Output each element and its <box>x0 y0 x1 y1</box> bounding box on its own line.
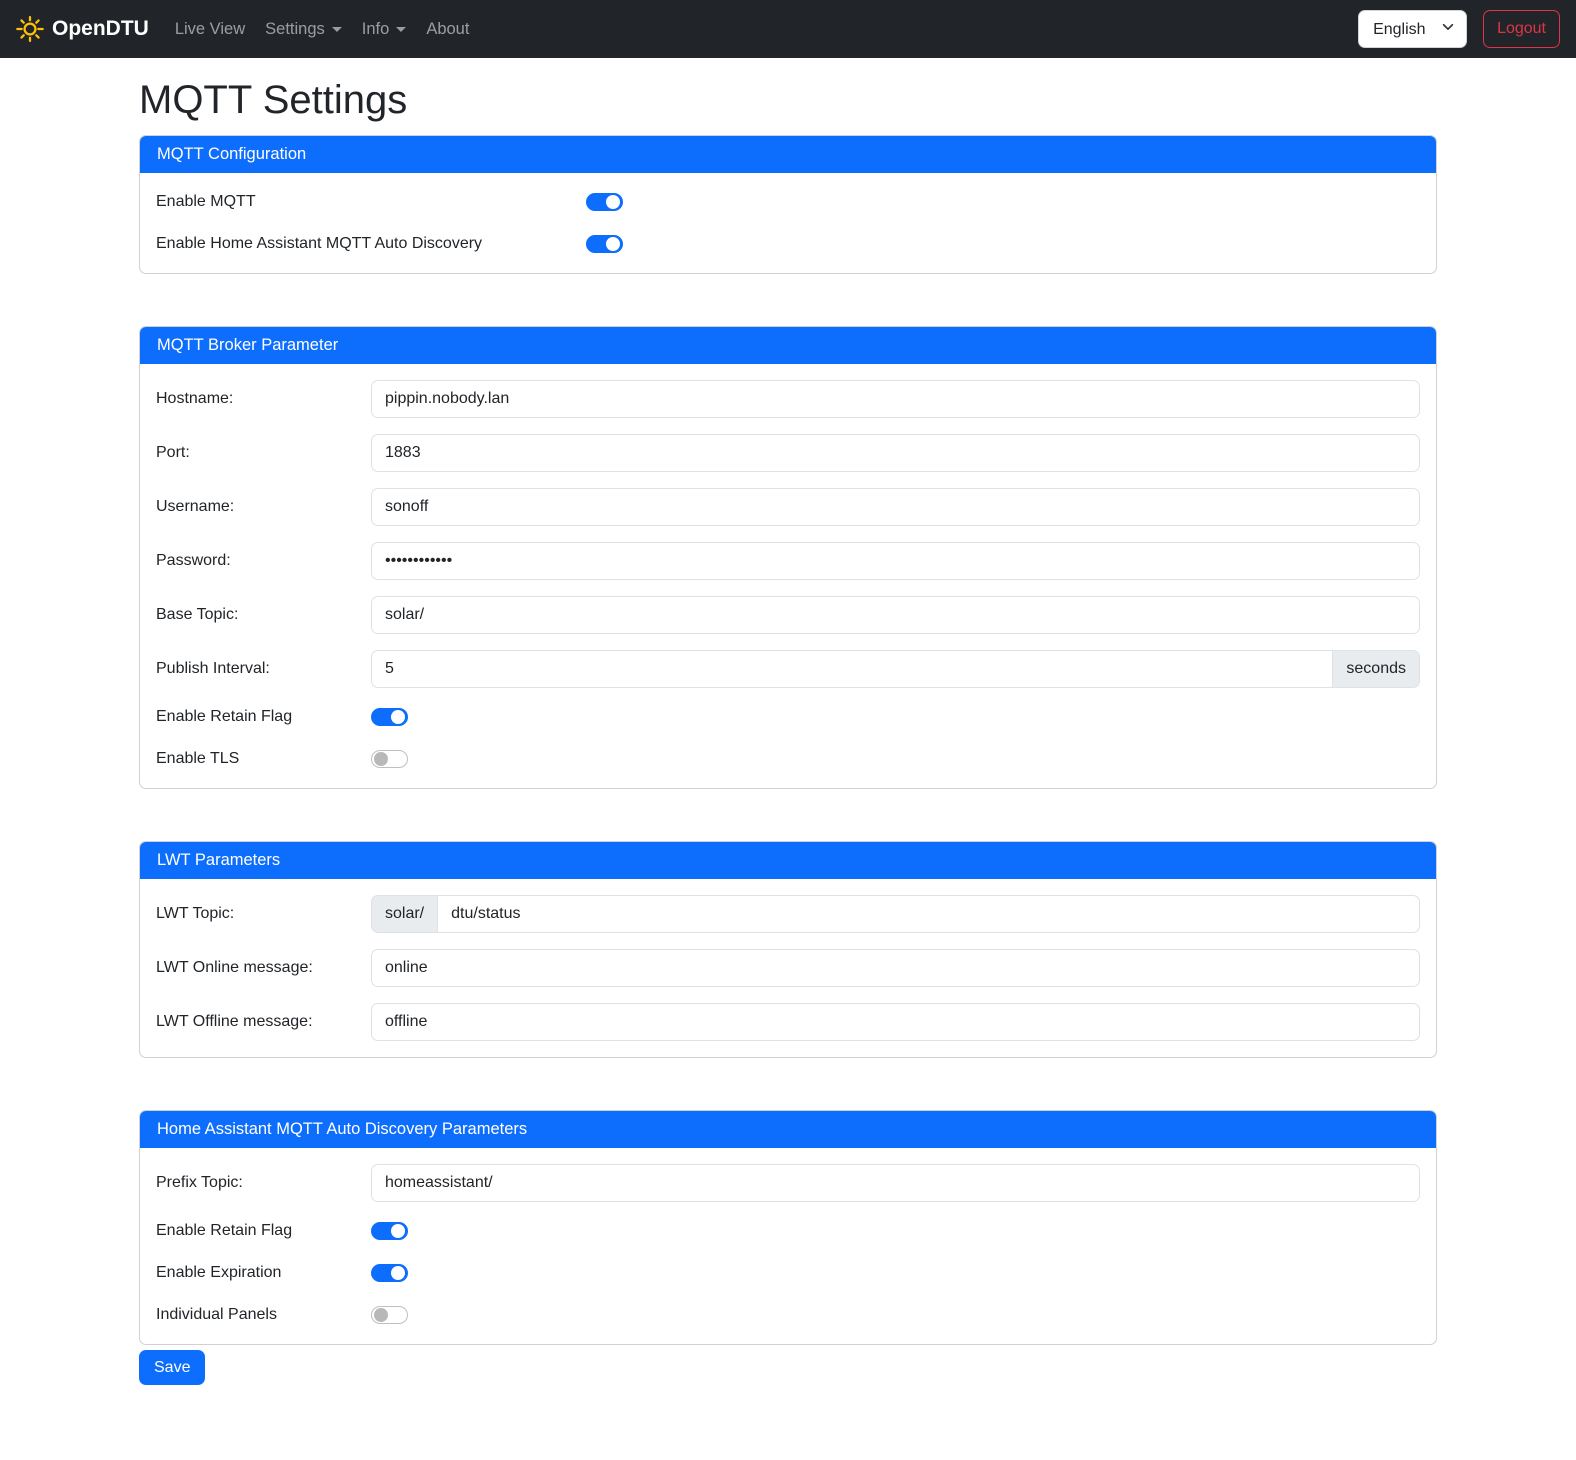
form-row-enable-hass-discovery: Enable Home Assistant MQTT Auto Discover… <box>156 231 1420 257</box>
lwt-online-field[interactable] <box>371 949 1420 987</box>
brand-text: OpenDTU <box>52 17 149 40</box>
form-row-retain-flag: Enable Retain Flag <box>156 704 1420 730</box>
individual-panels-label: Individual Panels <box>156 1306 277 1323</box>
individual-panels-toggle[interactable] <box>371 1305 408 1324</box>
lwt-offline-field[interactable] <box>371 1003 1420 1041</box>
username-field[interactable] <box>371 488 1420 526</box>
nav-item-label: Live View <box>174 19 246 38</box>
nav-item-label: About <box>426 19 470 38</box>
nav-item-info[interactable]: Info <box>352 12 417 47</box>
port-field[interactable] <box>371 434 1420 472</box>
caret-down-icon <box>331 26 342 32</box>
card-mqtt-broker-parameter: MQTT Broker Parameter Hostname: Port: Us… <box>139 326 1437 789</box>
lwt-online-label: LWT Online message: <box>156 959 313 976</box>
hass-retain-flag-toggle[interactable] <box>371 1221 408 1240</box>
navbar: OpenDTU Live View Settings Info About En… <box>0 0 1576 58</box>
brand-link[interactable]: OpenDTU <box>16 15 149 43</box>
toggle-knob <box>606 236 620 251</box>
toggle-knob <box>606 194 620 209</box>
port-label: Port: <box>156 444 190 461</box>
caret-down-icon <box>396 26 407 32</box>
enable-expiration-toggle[interactable] <box>371 1263 408 1282</box>
form-row-hostname: Hostname: <box>156 380 1420 418</box>
form-row-prefix-topic: Prefix Topic: <box>156 1164 1420 1202</box>
password-field[interactable] <box>371 542 1420 580</box>
card-header: MQTT Configuration <box>140 136 1436 173</box>
prefix-topic-label: Prefix Topic: <box>156 1174 243 1191</box>
enable-hass-discovery-toggle[interactable] <box>586 234 623 253</box>
card-body: Enable MQTT Enable Home Assistant MQTT A… <box>140 173 1436 273</box>
card-lwt-parameters: LWT Parameters LWT Topic: solar/ LWT Onl… <box>139 841 1437 1058</box>
enable-tls-label: Enable TLS <box>156 750 240 767</box>
username-label: Username: <box>156 498 235 515</box>
logout-button[interactable]: Logout <box>1483 10 1560 48</box>
toggle-knob <box>374 1307 388 1322</box>
form-row-enable-mqtt: Enable MQTT <box>156 189 1420 215</box>
base-topic-label: Base Topic: <box>156 606 239 623</box>
enable-tls-toggle[interactable] <box>371 749 408 768</box>
form-row-lwt-topic: LWT Topic: solar/ <box>156 895 1420 933</box>
save-button[interactable]: Save <box>139 1350 206 1385</box>
card-mqtt-configuration: MQTT Configuration Enable MQTT Enable Ho… <box>139 135 1437 274</box>
toggle-knob <box>391 1265 405 1280</box>
form-row-enable-tls: Enable TLS <box>156 746 1420 772</box>
base-topic-field[interactable] <box>371 596 1420 634</box>
lwt-offline-label: LWT Offline message: <box>156 1013 313 1030</box>
form-row-enable-expiration: Enable Expiration <box>156 1260 1420 1286</box>
card-body: Hostname: Port: Username: Password: Base… <box>140 364 1436 788</box>
nav-item-live-view[interactable]: Live View <box>165 12 255 47</box>
form-row-password: Password: <box>156 542 1420 580</box>
publish-interval-unit: seconds <box>1333 650 1420 688</box>
enable-mqtt-label: Enable MQTT <box>156 193 256 210</box>
lwt-topic-label: LWT Topic: <box>156 905 235 922</box>
password-label: Password: <box>156 552 231 569</box>
main-content: MQTT Settings MQTT Configuration Enable … <box>139 78 1437 1409</box>
card-body: Prefix Topic: Enable Retain Flag Enable … <box>140 1148 1436 1344</box>
prefix-topic-field[interactable] <box>371 1164 1420 1202</box>
enable-hass-discovery-label: Enable Home Assistant MQTT Auto Discover… <box>156 235 483 252</box>
card-hass-discovery-parameters: Home Assistant MQTT Auto Discovery Param… <box>139 1110 1437 1345</box>
card-header: MQTT Broker Parameter <box>140 327 1436 364</box>
hass-retain-flag-label: Enable Retain Flag <box>156 1222 293 1239</box>
form-row-publish-interval: Publish Interval: seconds <box>156 650 1420 688</box>
card-header: Home Assistant MQTT Auto Discovery Param… <box>140 1111 1436 1148</box>
form-row-lwt-offline: LWT Offline message: <box>156 1003 1420 1041</box>
nav-links: Live View Settings Info About <box>165 12 480 47</box>
nav-item-about[interactable]: About <box>416 12 479 47</box>
enable-mqtt-toggle[interactable] <box>586 192 623 211</box>
toggle-knob <box>391 1223 405 1238</box>
form-row-hass-retain-flag: Enable Retain Flag <box>156 1218 1420 1244</box>
navbar-right: English Logout <box>1358 10 1560 48</box>
publish-interval-label: Publish Interval: <box>156 660 270 677</box>
sun-icon <box>16 15 44 43</box>
publish-interval-field[interactable] <box>371 650 1334 688</box>
form-row-base-topic: Base Topic: <box>156 596 1420 634</box>
enable-expiration-label: Enable Expiration <box>156 1264 282 1281</box>
card-body: LWT Topic: solar/ LWT Online message: LW… <box>140 879 1436 1057</box>
form-row-username: Username: <box>156 488 1420 526</box>
card-header: LWT Parameters <box>140 842 1436 879</box>
lwt-topic-field[interactable] <box>437 895 1420 933</box>
nav-item-label: Settings <box>265 19 325 38</box>
nav-item-settings[interactable]: Settings <box>255 12 352 47</box>
language-select-wrap: English <box>1358 10 1468 48</box>
retain-flag-toggle[interactable] <box>371 707 408 726</box>
hostname-label: Hostname: <box>156 390 234 407</box>
toggle-knob <box>374 751 388 766</box>
language-select[interactable]: English <box>1358 10 1468 48</box>
toggle-knob <box>391 709 405 724</box>
nav-item-label: Info <box>361 19 390 38</box>
hostname-field[interactable] <box>371 380 1420 418</box>
lwt-topic-prefix: solar/ <box>371 895 438 933</box>
form-row-lwt-online: LWT Online message: <box>156 949 1420 987</box>
form-row-individual-panels: Individual Panels <box>156 1302 1420 1328</box>
page-title: MQTT Settings <box>139 78 408 122</box>
retain-flag-label: Enable Retain Flag <box>156 708 293 725</box>
form-row-port: Port: <box>156 434 1420 472</box>
